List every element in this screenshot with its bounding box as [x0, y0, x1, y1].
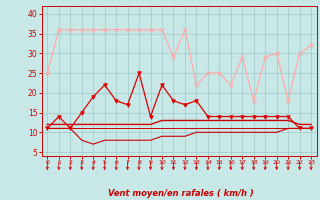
- Text: Vent moyen/en rafales ( km/h ): Vent moyen/en rafales ( km/h ): [108, 189, 254, 198]
